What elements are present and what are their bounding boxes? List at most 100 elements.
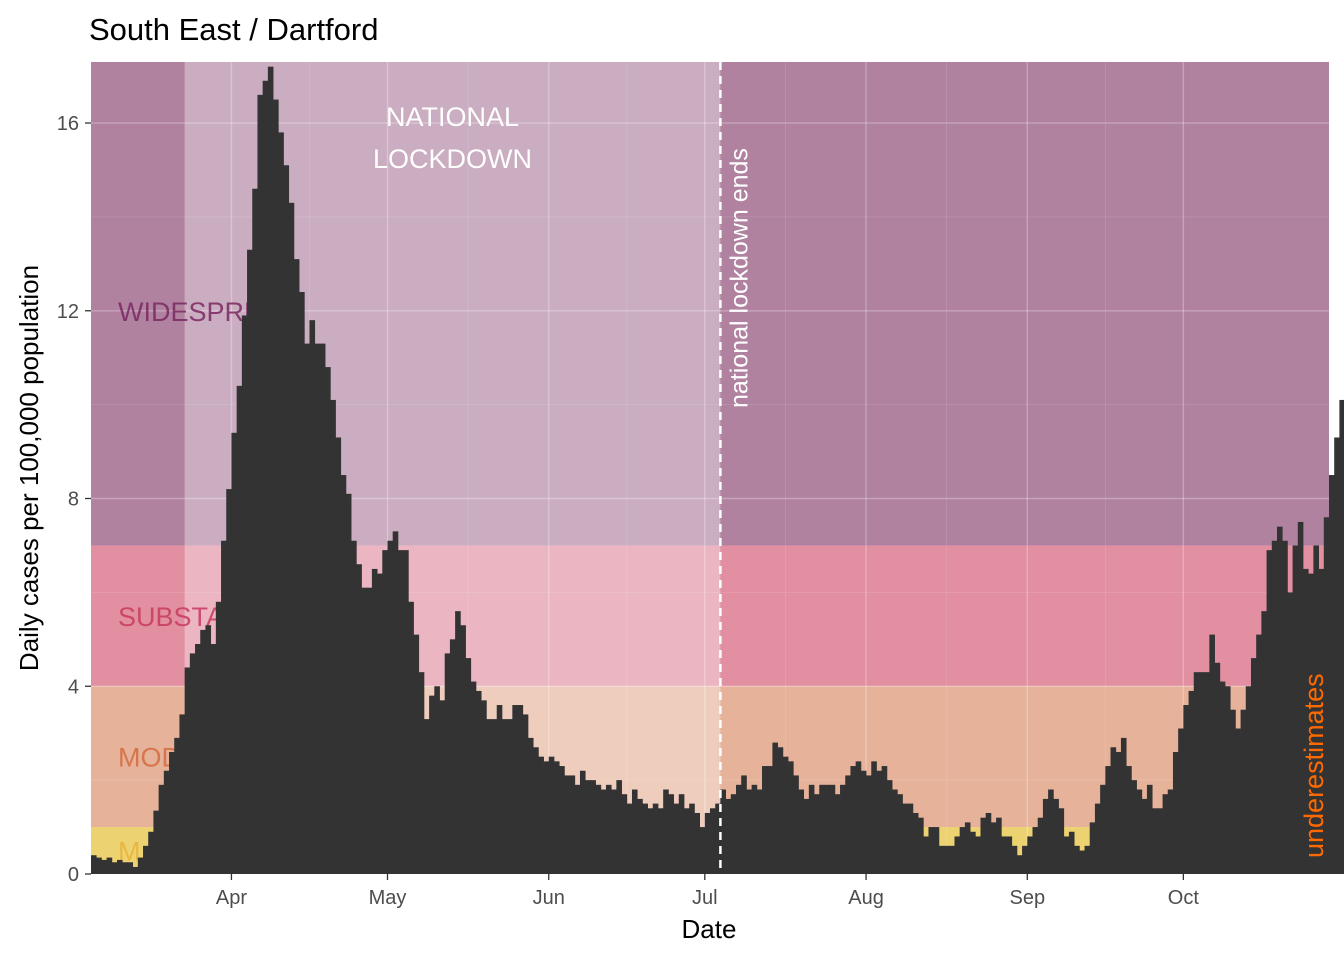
bar bbox=[1141, 798, 1148, 874]
bar bbox=[1162, 794, 1169, 874]
bar bbox=[252, 188, 258, 875]
bar bbox=[314, 343, 321, 874]
x-tick-label: Jun bbox=[533, 887, 565, 909]
bar bbox=[1131, 780, 1137, 874]
bar bbox=[741, 775, 747, 874]
bar bbox=[886, 780, 893, 874]
bar bbox=[1250, 658, 1257, 874]
bar bbox=[569, 775, 576, 874]
bar bbox=[382, 550, 388, 874]
bar bbox=[756, 789, 763, 874]
bar bbox=[1297, 521, 1304, 874]
bar bbox=[1167, 789, 1174, 874]
bar bbox=[725, 798, 732, 874]
y-tick-label: 12 bbox=[57, 301, 79, 323]
bar bbox=[673, 803, 680, 874]
bar bbox=[647, 808, 654, 874]
bar bbox=[860, 770, 867, 874]
bar bbox=[111, 862, 118, 874]
bar bbox=[829, 784, 836, 874]
bar bbox=[772, 742, 779, 874]
bar bbox=[325, 367, 331, 874]
bar bbox=[1261, 611, 1267, 874]
bar bbox=[850, 766, 857, 874]
bar bbox=[918, 817, 924, 874]
bar bbox=[1006, 836, 1013, 874]
bar bbox=[283, 165, 290, 874]
bar bbox=[923, 836, 929, 874]
bar bbox=[798, 789, 805, 874]
bar bbox=[933, 827, 940, 874]
bar bbox=[319, 343, 326, 874]
bar bbox=[1339, 399, 1344, 874]
y-tick-label: 16 bbox=[57, 113, 79, 135]
x-axis-title: Date bbox=[682, 914, 737, 944]
bar bbox=[845, 775, 851, 874]
bar bbox=[158, 784, 165, 874]
bar bbox=[1256, 634, 1262, 874]
bar bbox=[507, 719, 513, 874]
bar bbox=[897, 794, 903, 874]
lockdown-label-line: LOCKDOWN bbox=[373, 144, 532, 174]
bar bbox=[1198, 672, 1205, 874]
bar bbox=[1089, 822, 1096, 874]
bar bbox=[1204, 672, 1210, 874]
bar bbox=[512, 705, 518, 874]
bar bbox=[855, 761, 862, 874]
bar bbox=[1146, 784, 1153, 874]
bar bbox=[912, 812, 919, 874]
bar bbox=[377, 573, 383, 874]
underestimates-label: underestimates bbox=[1299, 673, 1329, 858]
bar bbox=[710, 808, 716, 874]
bar bbox=[1209, 634, 1215, 874]
bar bbox=[1235, 728, 1241, 874]
bar bbox=[657, 808, 664, 874]
bar bbox=[777, 747, 784, 874]
bar bbox=[288, 202, 295, 874]
bar bbox=[866, 775, 872, 874]
bar bbox=[200, 629, 206, 874]
bar bbox=[1308, 573, 1314, 874]
bar bbox=[465, 658, 472, 874]
y-axis-title: Daily cases per 100,000 population bbox=[14, 265, 44, 671]
bar bbox=[127, 862, 134, 874]
bar bbox=[257, 94, 264, 875]
bar bbox=[231, 432, 238, 874]
bar bbox=[429, 695, 435, 874]
bar bbox=[1048, 789, 1054, 874]
bar bbox=[1011, 845, 1018, 874]
bar bbox=[683, 808, 690, 874]
bar bbox=[548, 756, 555, 874]
bar bbox=[304, 343, 310, 874]
bar bbox=[299, 291, 305, 874]
bar bbox=[1188, 690, 1195, 874]
bar bbox=[522, 714, 529, 874]
y-tick-label: 0 bbox=[68, 864, 79, 886]
x-tick-label: May bbox=[369, 887, 407, 909]
bar bbox=[840, 784, 846, 874]
bar bbox=[210, 644, 217, 874]
bar bbox=[1063, 836, 1070, 874]
bar bbox=[642, 803, 648, 874]
bar bbox=[767, 766, 773, 874]
bar bbox=[247, 249, 253, 874]
bar bbox=[117, 859, 123, 874]
bar bbox=[1219, 681, 1226, 874]
bar bbox=[949, 845, 955, 874]
bar bbox=[1230, 709, 1236, 874]
bar bbox=[195, 644, 201, 874]
bar bbox=[637, 798, 643, 874]
bar bbox=[1302, 568, 1309, 874]
bar bbox=[449, 639, 456, 874]
bar bbox=[746, 789, 753, 874]
bar bbox=[928, 827, 935, 874]
bar bbox=[699, 827, 706, 874]
bar bbox=[1183, 705, 1189, 874]
bar bbox=[980, 817, 987, 874]
bar bbox=[137, 857, 144, 874]
lockdown-label-line: NATIONAL bbox=[386, 102, 519, 132]
bar bbox=[559, 766, 565, 874]
bar bbox=[975, 836, 981, 874]
bar bbox=[330, 399, 336, 874]
bar bbox=[803, 798, 810, 874]
